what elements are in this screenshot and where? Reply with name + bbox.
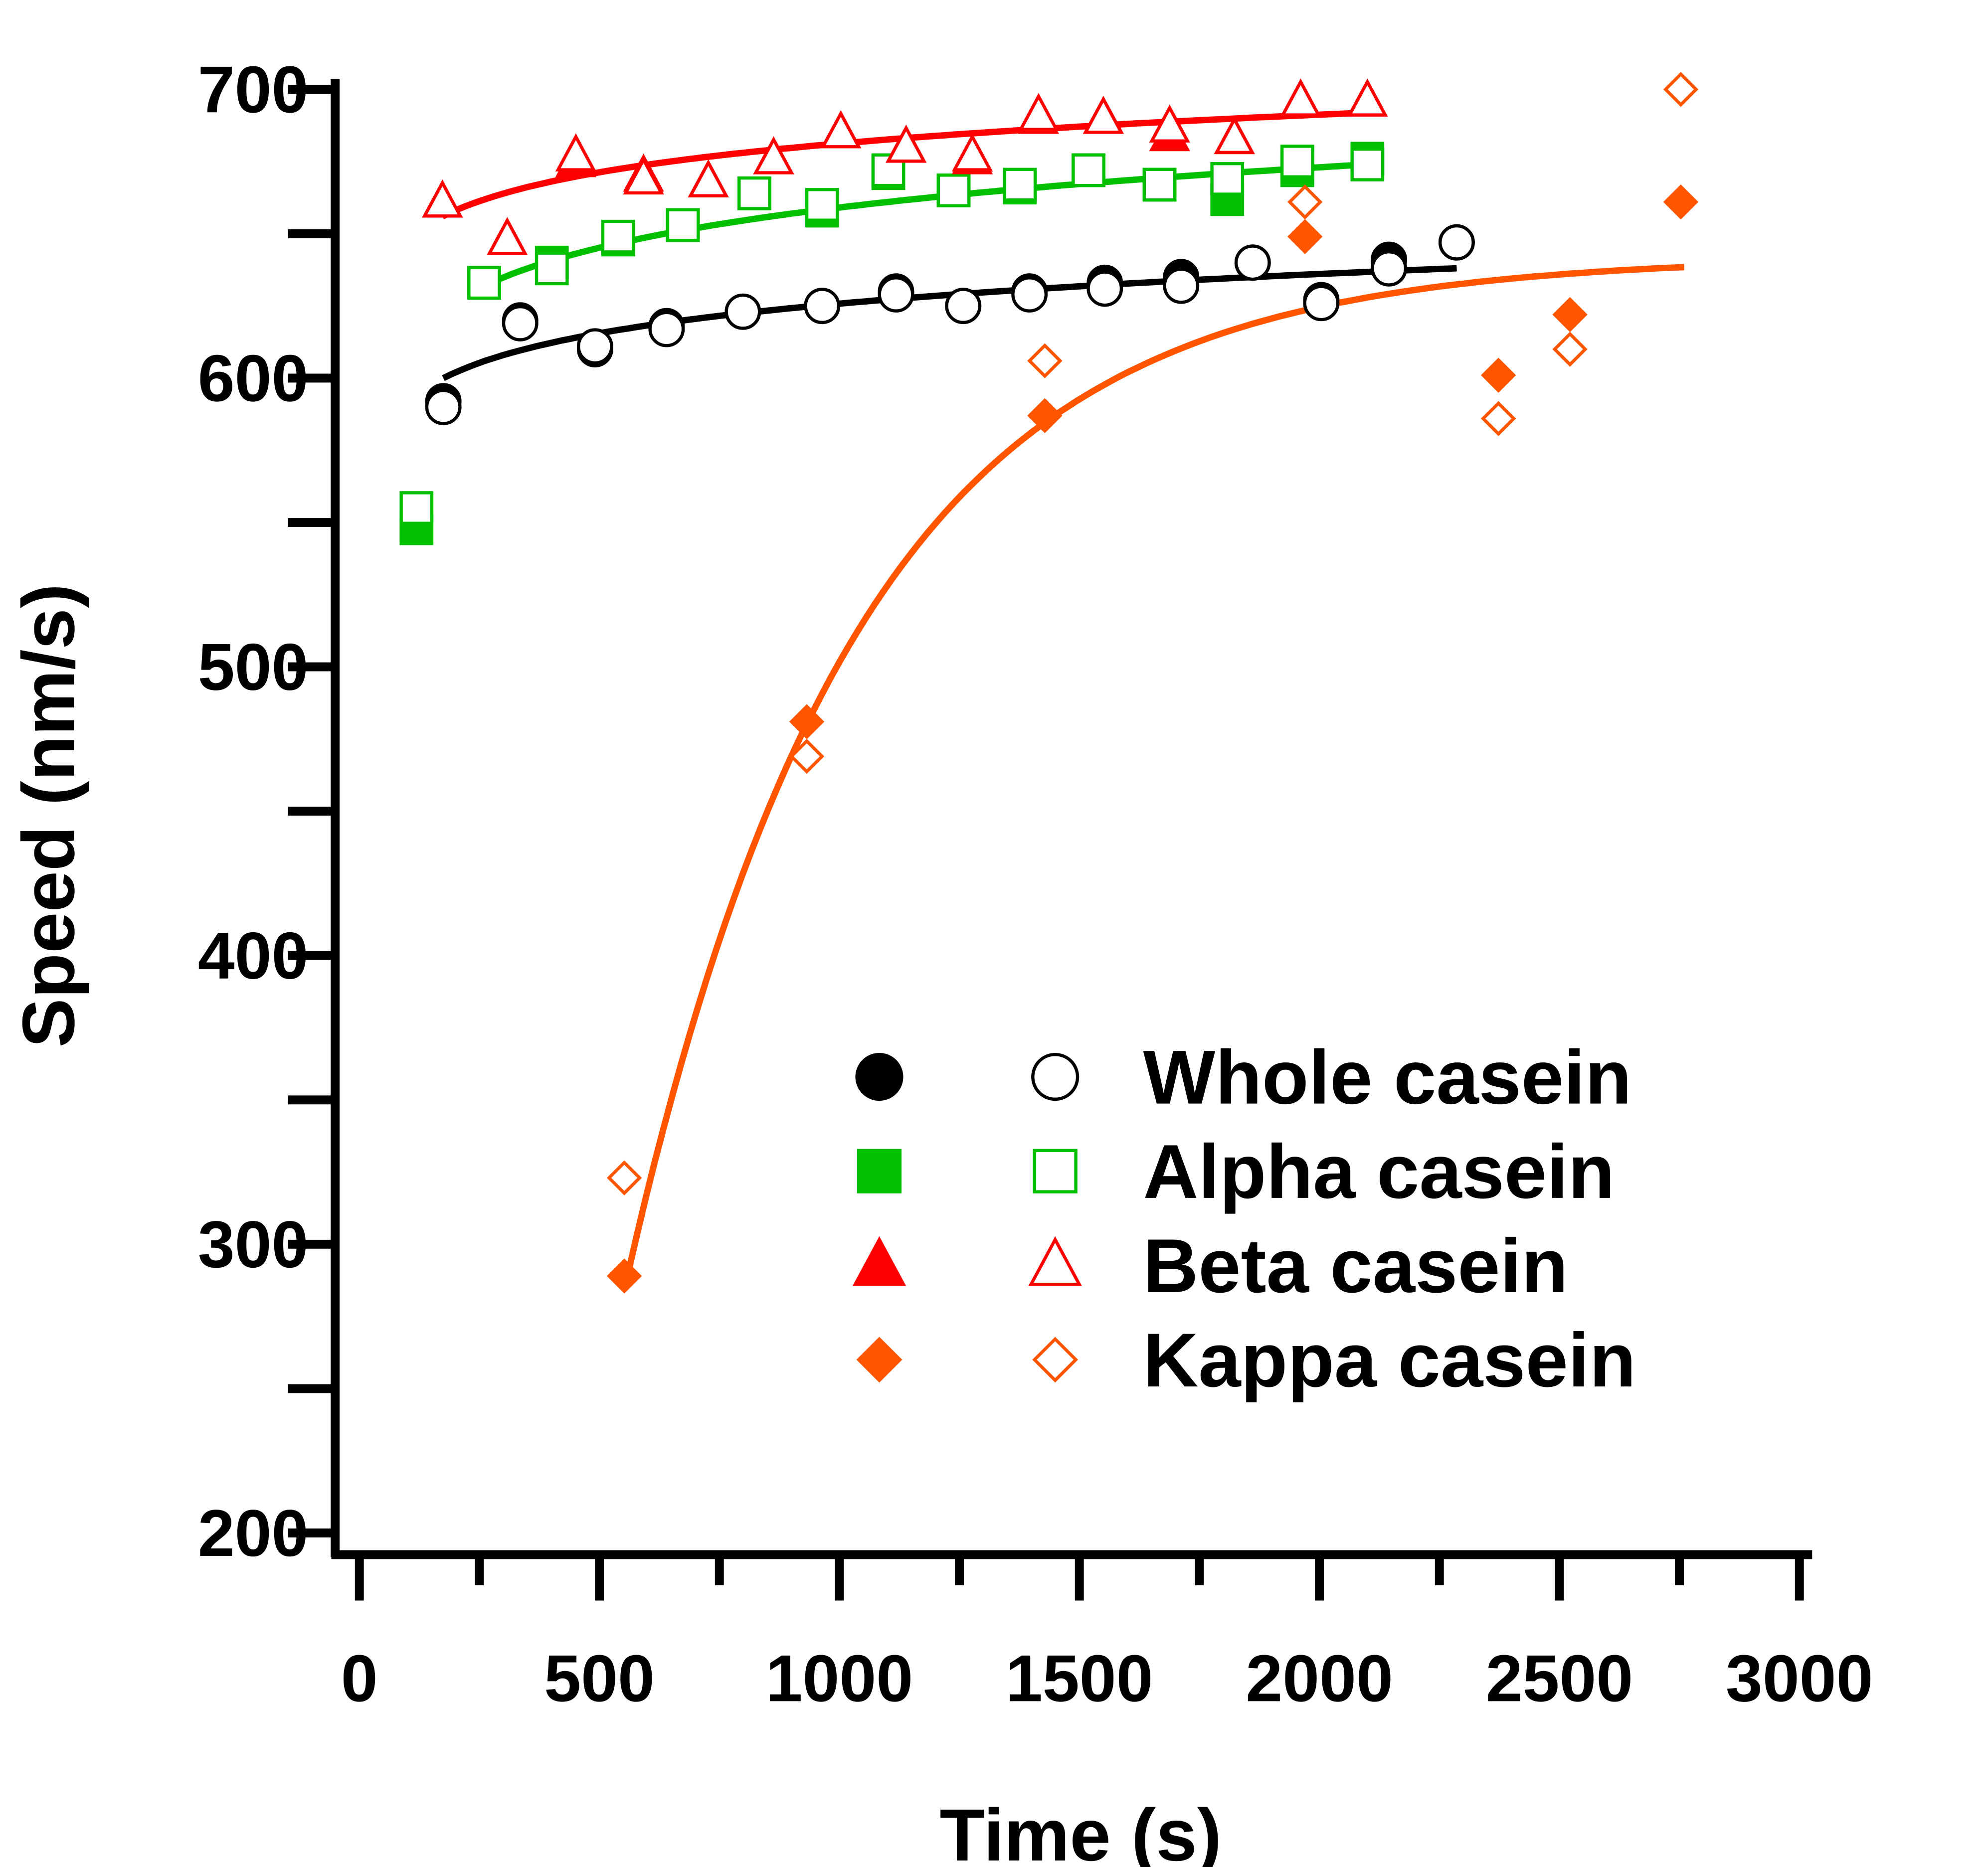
x-axis-title: Time (s) [939,1794,1222,1867]
point-filled-kappa-casein [1552,297,1588,333]
point-open-kappa-casein [789,738,825,774]
point-open-kappa-casein [606,1160,642,1195]
legend-marker-open-alpha-casein [1033,1149,1078,1193]
point-open-kappa-casein [1027,343,1063,378]
legend-marker-filled-alpha-casein [857,1149,902,1193]
y-tick-label: 200 [198,1497,309,1570]
y-tick-label: 700 [198,53,309,127]
point-open-whole-casein [1371,250,1408,287]
point-filled-kappa-casein [789,704,825,739]
point-open-alpha-casein [535,251,569,286]
legend-marker-open-beta-casein [1028,1236,1082,1286]
point-open-beta-casein [422,179,463,218]
point-open-alpha-casein [1210,162,1245,196]
point-open-beta-casein [688,159,729,197]
point-open-whole-casein [1303,285,1340,322]
point-open-alpha-casein [467,266,501,300]
point-open-whole-casein [576,328,613,365]
point-open-alpha-casein [399,491,434,525]
data-points [399,72,1699,1294]
point-open-beta-casein [886,125,927,163]
legend: Whole casein Alpha casein Beta casein Kappa… [852,1035,1636,1403]
legend-marker-filled-kappa-casein [856,1337,903,1383]
point-filled-kappa-casein [606,1258,642,1294]
x-tick-label: 500 [544,1642,655,1715]
point-open-beta-casein [1149,104,1190,143]
legend-label-alpha-casein: Alpha casein [1143,1129,1615,1214]
axes: 200 300 400 500 600 700 0 500 1000 1500 2000 2500 30… [198,53,1873,1715]
point-open-alpha-casein [805,188,839,222]
y-tick-label: 400 [198,919,309,993]
point-filled-kappa-casein [1287,219,1323,254]
point-open-alpha-casein [737,176,771,210]
point-open-whole-casein [1234,244,1271,281]
point-open-beta-casein [623,156,664,195]
point-open-beta-casein [1018,93,1060,131]
point-open-kappa-casein [1552,332,1588,367]
point-open-alpha-casein [1142,168,1177,202]
point-open-beta-casein [555,133,597,171]
y-tick-label: 300 [198,1208,309,1282]
point-open-beta-casein [951,133,993,171]
point-open-kappa-casein [1480,401,1516,436]
point-open-whole-casein [425,388,462,425]
legend-marker-filled-beta-casein [852,1236,906,1286]
y-axis-title: Speed (nm/s) [7,584,90,1048]
legend-label-kappa-casein: Kappa casein [1143,1318,1636,1403]
point-filled-kappa-casein [1663,184,1699,220]
legend-marker-filled-whole-casein [855,1052,904,1101]
point-open-beta-casein [1083,96,1124,134]
point-open-beta-casein [1214,116,1255,155]
point-open-whole-casein [945,288,982,325]
point-open-alpha-casein [601,219,635,254]
point-open-kappa-casein [1663,72,1699,107]
x-tick-label: 1500 [1006,1642,1153,1715]
point-open-alpha-casein [936,173,971,207]
point-open-kappa-casein [1287,184,1323,220]
legend-label-beta-casein: Beta casein [1143,1223,1568,1309]
legend-marker-open-kappa-casein [1032,1337,1079,1383]
point-open-beta-casein [820,110,862,149]
point-open-beta-casein [753,136,794,174]
point-open-alpha-casein [1072,153,1105,187]
x-tick-label: 3000 [1726,1642,1873,1715]
point-open-whole-casein [1086,270,1123,307]
point-open-alpha-casein [1003,168,1037,202]
point-open-alpha-casein [1280,145,1314,178]
point-open-whole-casein [502,305,539,341]
point-open-alpha-casein [1350,148,1385,181]
point-open-whole-casein [804,288,841,325]
point-open-beta-casein [1280,78,1321,117]
x-tick-label: 1000 [766,1642,913,1715]
legend-marker-open-whole-casein [1031,1052,1080,1101]
point-open-beta-casein [1347,78,1388,117]
fit-line-kappa-casein [625,264,1684,1274]
point-open-whole-casein [1011,276,1048,313]
y-tick-label: 600 [198,341,309,415]
point-filled-kappa-casein [1480,357,1516,393]
point-open-whole-casein [1163,267,1200,304]
x-tick-label: 2500 [1486,1642,1633,1715]
point-filled-kappa-casein [1027,398,1063,433]
point-open-whole-casein [648,311,685,347]
x-tick-label: 0 [341,1642,378,1715]
point-open-whole-casein [724,293,761,330]
point-open-alpha-casein [666,208,700,242]
point-open-beta-casein [487,217,528,255]
point-open-whole-casein [1438,224,1475,261]
point-open-whole-casein [878,276,914,313]
legend-label-whole-casein: Whole casein [1143,1035,1632,1120]
x-tick-label: 2000 [1246,1642,1393,1715]
y-tick-label: 500 [198,631,309,704]
